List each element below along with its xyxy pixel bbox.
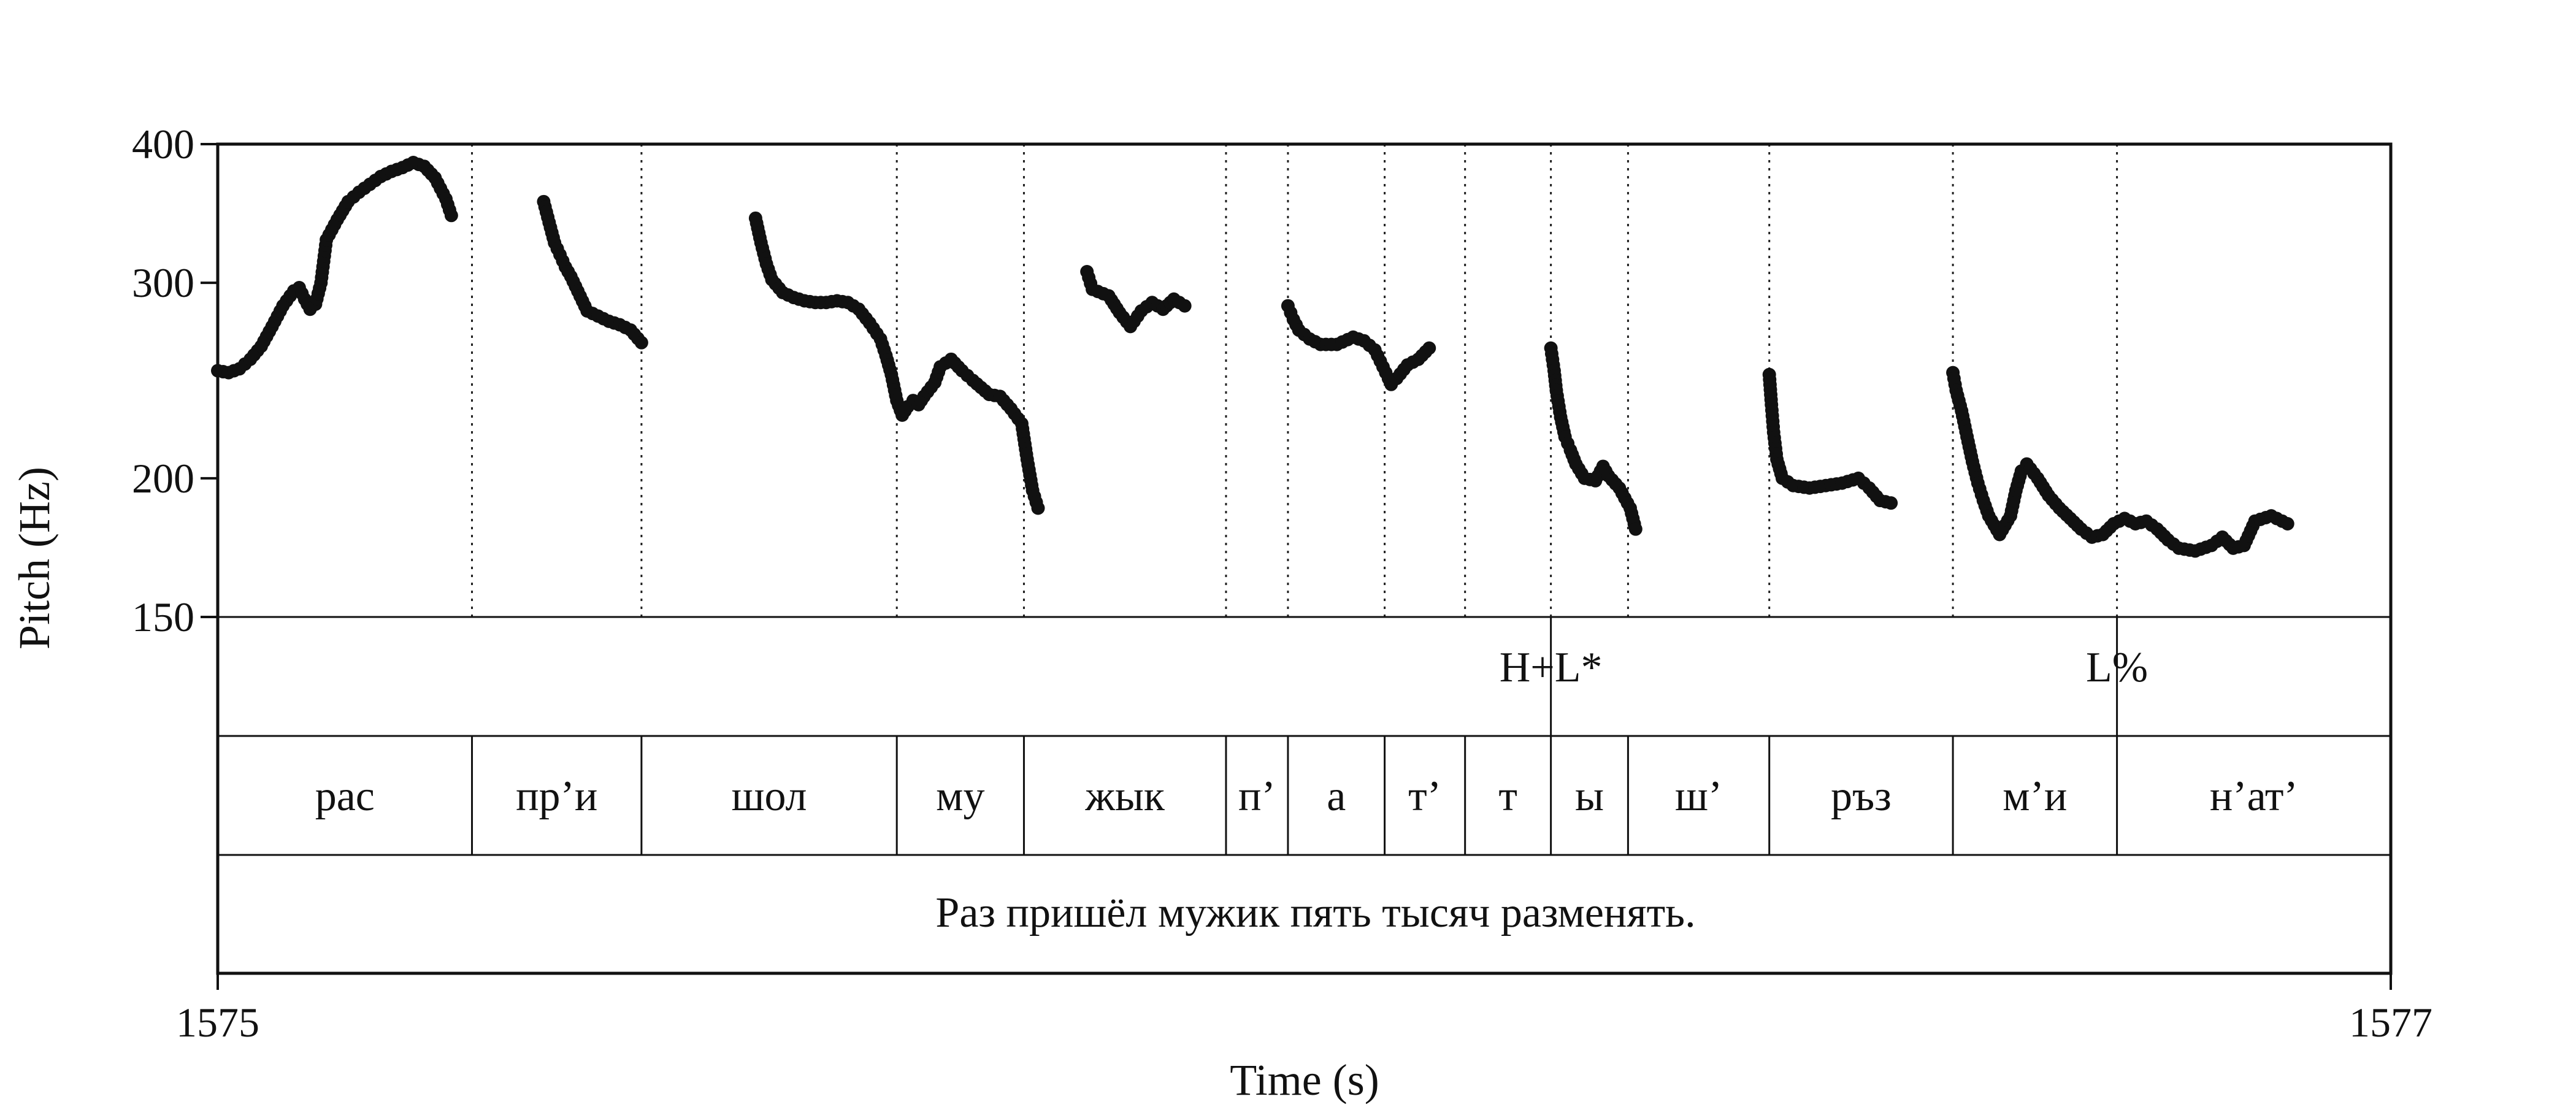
y-tick-label: 300: [132, 259, 194, 306]
syllable-label: рас: [315, 773, 375, 820]
syllable-label: ш’: [1675, 773, 1722, 820]
syllable-label: м’и: [2003, 773, 2067, 820]
x-tick-label: 1575: [176, 999, 259, 1046]
syllable-label: ръз: [1831, 773, 1892, 820]
chart-frame: [216, 142, 2393, 975]
x-tick-label: 1577: [2349, 999, 2432, 1046]
annotation-tiers: Раз пришёл мужик пять тысяч разменять. р…: [315, 617, 2298, 937]
y-tick-label: 400: [132, 121, 194, 167]
plot-border: [216, 142, 2393, 975]
syllable-label: пр’и: [516, 773, 597, 820]
pitch-point: [1031, 501, 1045, 515]
pitch-point: [444, 209, 458, 223]
syllable-label: п’: [1238, 773, 1276, 820]
pitch-point: [2280, 516, 2294, 531]
sentence-tier-label: Раз пришёл мужик пять тысяч разменять.: [935, 889, 1695, 937]
pitch-point: [1422, 341, 1436, 355]
pitch-point: [1178, 299, 1192, 313]
syllable-label: ы: [1575, 773, 1604, 820]
y-axis-title: Pitch (Hz): [10, 467, 59, 649]
syllable-label: шол: [732, 773, 807, 820]
syllable-label: т’: [1408, 773, 1441, 820]
axes: Time (s) Pitch (Hz) 150 200 300 400 1575 1577: [10, 121, 2432, 1105]
syllable-label: т: [1498, 773, 1517, 820]
syllable-label: н’ат’: [2210, 773, 2298, 820]
y-tick-label: 200: [132, 455, 194, 502]
syllable-label: а: [1327, 773, 1346, 820]
pitch-points: [211, 156, 2294, 558]
syllable-label: жык: [1084, 773, 1165, 820]
pitch-point: [634, 335, 648, 350]
pitch-point: [1884, 496, 1898, 510]
x-axis-title: Time (s): [1230, 1055, 1379, 1104]
boundary-gridlines: [471, 144, 2118, 617]
y-tick-label: 150: [132, 594, 194, 640]
tone-label: L%: [2086, 644, 2148, 691]
syllable-label: му: [936, 773, 984, 820]
tone-label: H+L*: [1500, 644, 1603, 691]
pitch-point: [1628, 522, 1643, 536]
